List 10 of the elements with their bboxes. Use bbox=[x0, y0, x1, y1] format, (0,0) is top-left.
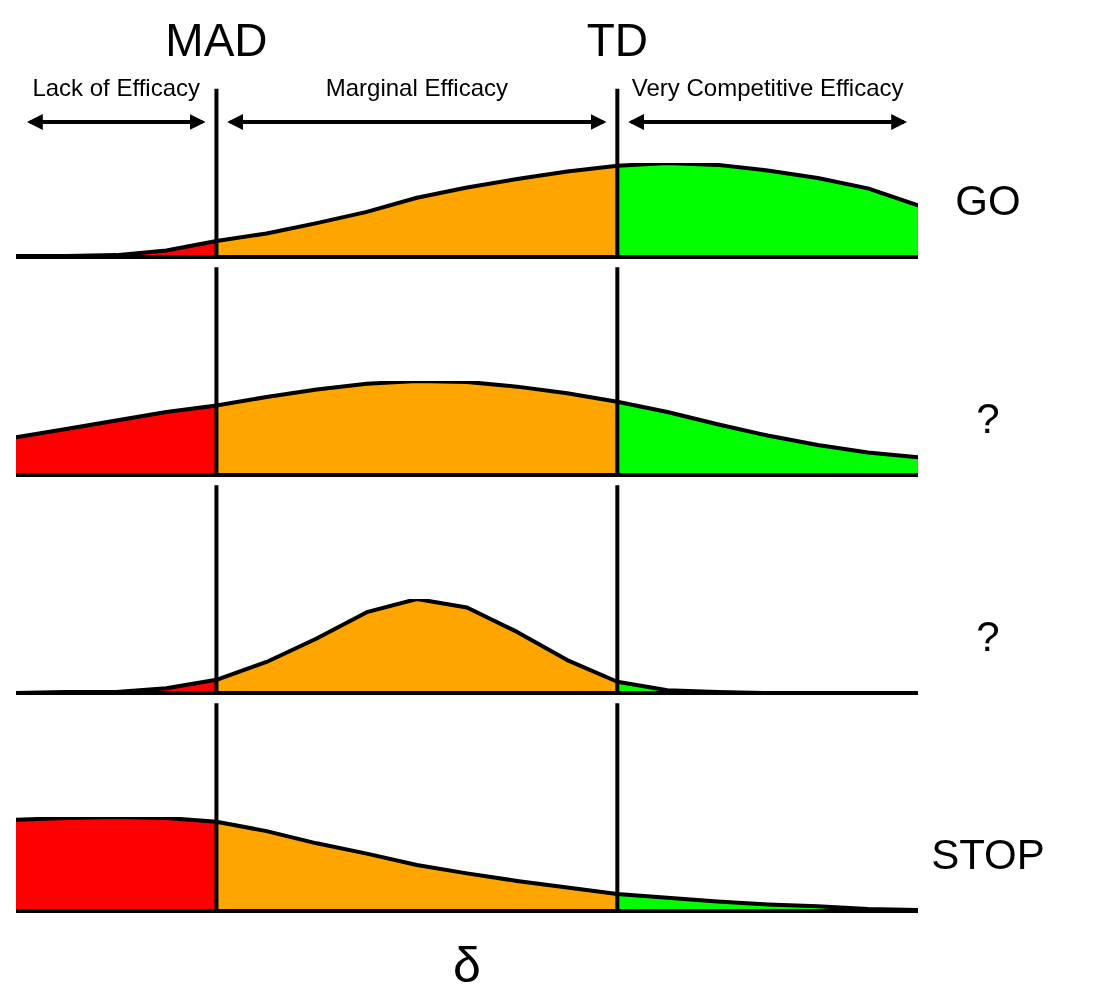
text: ? bbox=[976, 395, 1000, 443]
x-tick-label: TD bbox=[586, 14, 648, 66]
text: ? bbox=[976, 613, 1000, 661]
text: Marginal Efficacy bbox=[325, 74, 509, 101]
text: GO bbox=[955, 177, 1021, 225]
x-tick-label: MAD bbox=[165, 14, 268, 66]
text: Very Competitive Efficacy bbox=[631, 74, 904, 101]
text: STOP bbox=[931, 831, 1045, 879]
text: Lack of Efficacy bbox=[32, 74, 201, 101]
x-axis-title: δ bbox=[453, 937, 481, 993]
